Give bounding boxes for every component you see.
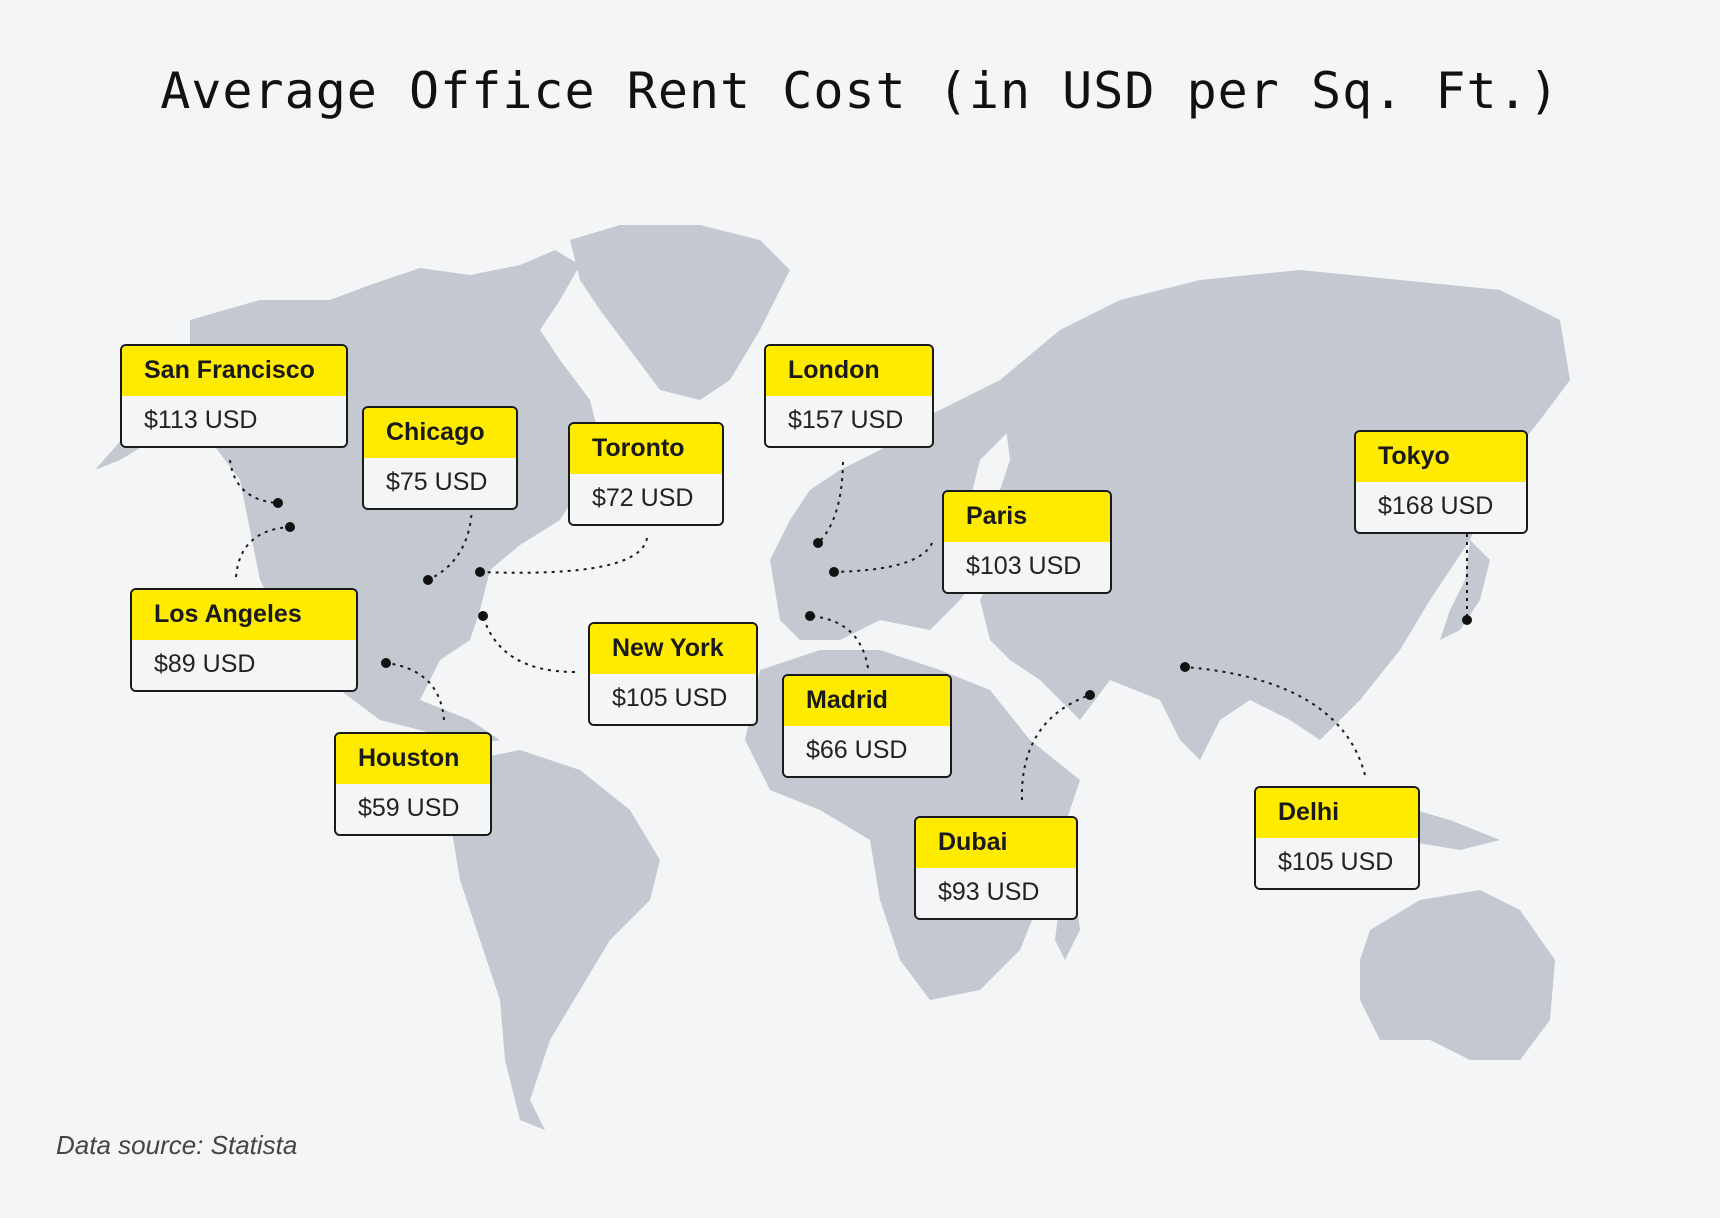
- city-name: London: [766, 346, 932, 396]
- dot-tokyo: [1462, 615, 1472, 625]
- label-dubai: Dubai $93 USD: [914, 816, 1078, 920]
- city-name: Los Angeles: [132, 590, 356, 640]
- city-name: Toronto: [570, 424, 722, 474]
- label-delhi: Delhi $105 USD: [1254, 786, 1420, 890]
- city-name: San Francisco: [122, 346, 346, 396]
- city-name: Chicago: [364, 408, 516, 458]
- japan: [1440, 540, 1490, 640]
- dot-new-york: [478, 611, 488, 621]
- city-price: $89 USD: [132, 640, 356, 690]
- label-madrid: Madrid $66 USD: [782, 674, 952, 778]
- city-price: $66 USD: [784, 726, 950, 776]
- city-name: Tokyo: [1356, 432, 1526, 482]
- south-america: [450, 750, 660, 1130]
- dot-delhi: [1180, 662, 1190, 672]
- dot-los-angeles: [285, 522, 295, 532]
- city-name: Madrid: [784, 676, 950, 726]
- label-tokyo: Tokyo $168 USD: [1354, 430, 1528, 534]
- dot-houston: [381, 658, 391, 668]
- label-houston: Houston $59 USD: [334, 732, 492, 836]
- australia: [1360, 890, 1555, 1060]
- dot-madrid: [805, 611, 815, 621]
- city-price: $75 USD: [364, 458, 516, 508]
- city-price: $72 USD: [570, 474, 722, 524]
- city-name: Paris: [944, 492, 1110, 542]
- dot-chicago: [423, 575, 433, 585]
- city-name: Dubai: [916, 818, 1076, 868]
- city-price: $105 USD: [590, 674, 756, 724]
- chart-title: Average Office Rent Cost (in USD per Sq.…: [160, 62, 1560, 120]
- city-price: $157 USD: [766, 396, 932, 446]
- label-san-francisco: San Francisco $113 USD: [120, 344, 348, 448]
- data-source: Data source: Statista: [56, 1130, 298, 1160]
- city-price: $105 USD: [1256, 838, 1418, 888]
- city-dots: [273, 498, 1472, 700]
- asia: [980, 270, 1570, 760]
- label-london: London $157 USD: [764, 344, 934, 448]
- city-name: New York: [590, 624, 756, 674]
- dot-dubai: [1085, 690, 1095, 700]
- city-price: $103 USD: [944, 542, 1110, 592]
- dot-san-francisco: [273, 498, 283, 508]
- city-price: $168 USD: [1356, 482, 1526, 532]
- city-name: Delhi: [1256, 788, 1418, 838]
- label-los-angeles: Los Angeles $89 USD: [130, 588, 358, 692]
- city-price: $59 USD: [336, 784, 490, 834]
- greenland: [570, 225, 790, 400]
- label-paris: Paris $103 USD: [942, 490, 1112, 594]
- city-name: Houston: [336, 734, 490, 784]
- connector-lines: [229, 459, 1468, 801]
- label-toronto: Toronto $72 USD: [568, 422, 724, 526]
- dot-london: [813, 538, 823, 548]
- city-price: $93 USD: [916, 868, 1076, 918]
- label-chicago: Chicago $75 USD: [362, 406, 518, 510]
- dot-toronto: [475, 567, 485, 577]
- dot-paris: [829, 567, 839, 577]
- label-new-york: New York $105 USD: [588, 622, 758, 726]
- city-price: $113 USD: [122, 396, 346, 446]
